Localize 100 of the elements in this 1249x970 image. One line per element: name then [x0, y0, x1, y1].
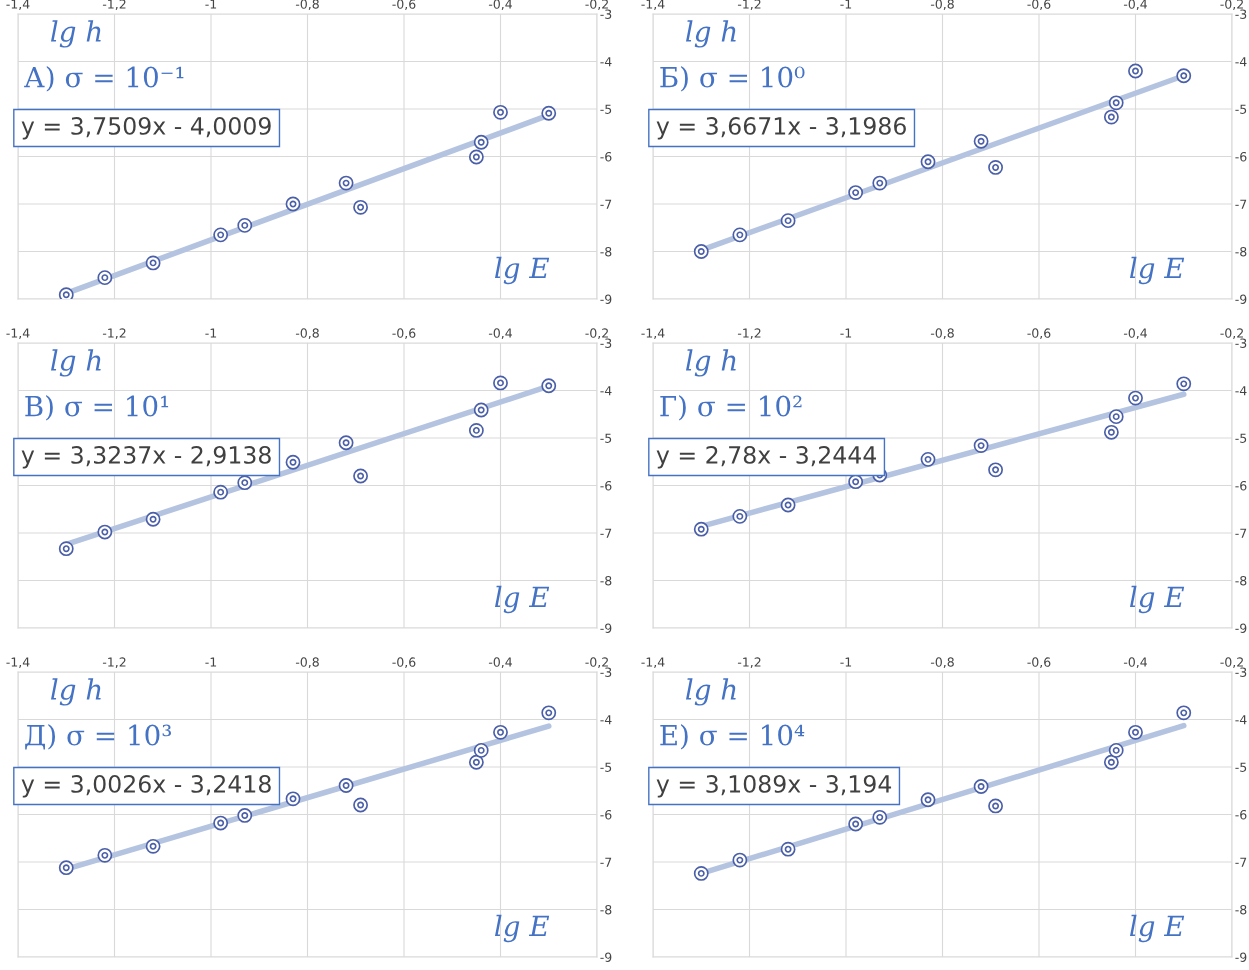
- x-tick-label: -0,8: [295, 657, 319, 669]
- y-tick-label: -7: [1235, 199, 1247, 209]
- y-tick-label: -5: [600, 762, 612, 772]
- annotation: y = 3,7509x - 4,0009: [21, 116, 271, 140]
- y-axis-title: lg h: [51, 20, 101, 48]
- y-tick-label: -7: [600, 199, 612, 209]
- annotation: y = 2,78x - 3,2444: [656, 445, 877, 469]
- text: Г) σ = 10²: [660, 395, 802, 421]
- y-tick-label: -6: [600, 151, 612, 162]
- text: Б) σ = 10⁰: [660, 66, 805, 92]
- x-tick-label: -1,4: [6, 328, 30, 340]
- y-tick-label: -4: [1235, 386, 1247, 396]
- x-tick-label: -0,2: [1220, 0, 1243, 11]
- text: А) σ = 10⁻¹: [24, 66, 184, 92]
- x-tick-label: -1,2: [102, 657, 126, 669]
- y-tick-label: -5: [1235, 762, 1247, 772]
- y-axis-title: lg h: [686, 349, 736, 377]
- x-tick-label: -1: [840, 328, 852, 338]
- x-axis-title: lg E: [1130, 585, 1185, 614]
- annotation: y = 3,6671x - 3,1986: [656, 116, 906, 140]
- y-tick-label: -8: [1235, 904, 1247, 915]
- y-tick-label: -9: [1235, 294, 1247, 304]
- y-tick-label: -3: [1235, 667, 1247, 677]
- annotation: y = 3,3237x - 2,9138: [21, 445, 271, 469]
- x-tick-label: -0,2: [585, 657, 608, 669]
- y-tick-label: -4: [1235, 715, 1247, 725]
- y-axis-title: lg h: [686, 20, 736, 48]
- x-tick-label: -0,4: [1123, 328, 1147, 340]
- y-tick-label: -4: [600, 715, 612, 725]
- x-tick-label: -0,4: [488, 657, 512, 669]
- x-tick-label: -1: [840, 657, 852, 667]
- x-tick-label: -0,8: [930, 0, 954, 11]
- x-tick-label: -1,2: [102, 0, 126, 11]
- x-tick-label: -1,2: [102, 328, 126, 340]
- x-tick-label: -1: [205, 328, 217, 338]
- y-tick-label: -3: [600, 667, 612, 677]
- y-tick-label: -8: [600, 575, 612, 586]
- x-tick-label: -1,4: [6, 657, 30, 669]
- x-tick-label: -0,6: [392, 328, 416, 340]
- x-axis-title: lg E: [495, 256, 550, 285]
- y-tick-label: -7: [600, 857, 612, 867]
- x-tick-label: -0,8: [295, 0, 319, 11]
- x-tick-label: -0,6: [392, 657, 416, 669]
- y-tick-label: -5: [1235, 433, 1247, 443]
- y-tick-label: -9: [1235, 623, 1247, 633]
- annotation: y = 3,0026x - 3,2418: [21, 774, 271, 798]
- x-tick-label: -0,8: [930, 657, 954, 669]
- y-tick-label: -3: [600, 9, 612, 19]
- y-tick-label: -6: [600, 809, 612, 820]
- x-tick-label: -0,6: [1027, 657, 1051, 669]
- y-tick-label: -6: [1235, 809, 1247, 820]
- x-tick-label: -0,4: [1123, 657, 1147, 669]
- x-tick-label: -1,4: [641, 657, 665, 669]
- x-tick-label: -1,4: [641, 328, 665, 340]
- y-tick-label: -6: [1235, 480, 1247, 491]
- y-tick-label: -3: [1235, 338, 1247, 348]
- y-tick-label: -4: [1235, 57, 1247, 67]
- x-tick-label: -0,4: [488, 328, 512, 340]
- annotation: y = 3,1089x - 3,194: [656, 774, 892, 798]
- text: В) σ = 10¹: [25, 395, 169, 421]
- y-axis-title: lg h: [51, 678, 101, 706]
- x-tick-label: -1,4: [641, 0, 665, 11]
- x-tick-label: -1,2: [737, 328, 761, 340]
- y-tick-label: -5: [600, 433, 612, 443]
- x-tick-label: -1: [840, 0, 852, 9]
- y-tick-label: -4: [600, 386, 612, 396]
- y-tick-label: -5: [600, 104, 612, 114]
- y-tick-label: -5: [1235, 104, 1247, 114]
- y-axis-title: lg h: [51, 349, 101, 377]
- y-tick-label: -9: [600, 294, 612, 304]
- x-tick-label: -0,4: [1123, 0, 1147, 11]
- y-tick-label: -8: [1235, 575, 1247, 586]
- y-tick-label: -9: [600, 623, 612, 633]
- y-tick-label: -7: [1235, 528, 1247, 538]
- x-tick-label: -0,2: [1220, 657, 1243, 669]
- y-tick-label: -8: [600, 246, 612, 257]
- x-tick-label: -0,6: [1027, 0, 1051, 11]
- x-axis-title: lg E: [495, 585, 550, 614]
- text: Д) σ = 10³: [25, 724, 172, 750]
- x-tick-label: -0,6: [1027, 328, 1051, 340]
- y-tick-label: -9: [600, 952, 612, 962]
- y-tick-label: -6: [1235, 151, 1247, 162]
- y-tick-label: -7: [600, 528, 612, 538]
- x-tick-label: -1,2: [737, 0, 761, 11]
- x-tick-label: -0,2: [585, 0, 608, 11]
- y-tick-label: -6: [600, 480, 612, 491]
- y-tick-label: -9: [1235, 952, 1247, 962]
- x-tick-label: -1: [205, 0, 217, 9]
- y-tick-label: -4: [600, 57, 612, 67]
- y-tick-label: -7: [1235, 857, 1247, 867]
- x-tick-label: -0,4: [488, 0, 512, 11]
- text: Е) σ = 10⁴: [660, 724, 805, 750]
- y-axis-title: lg h: [686, 678, 736, 706]
- x-axis-title: lg E: [495, 914, 550, 943]
- x-tick-label: -0,8: [930, 328, 954, 340]
- x-tick-label: -0,2: [1220, 328, 1243, 340]
- y-tick-label: -3: [600, 338, 612, 348]
- x-tick-label: -0,6: [392, 0, 416, 11]
- x-tick-label: -1,4: [6, 0, 30, 11]
- y-tick-label: -8: [600, 904, 612, 915]
